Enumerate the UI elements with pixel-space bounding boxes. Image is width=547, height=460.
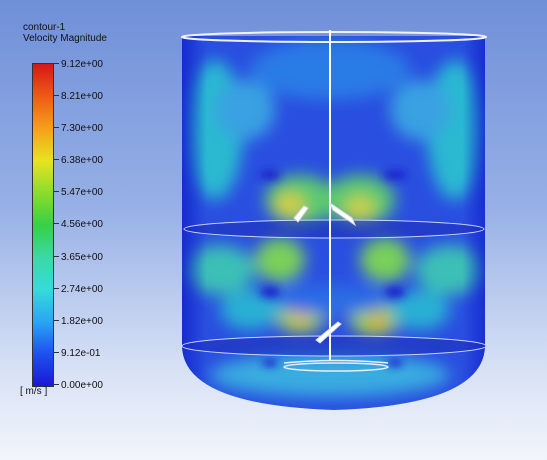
tank-top-rim bbox=[181, 31, 487, 43]
colormap-label: 6.38e+00 bbox=[61, 155, 103, 166]
colormap-tick bbox=[53, 223, 59, 224]
colormap-tick bbox=[53, 288, 59, 289]
colormap-label: 0.00e+00 bbox=[61, 380, 103, 391]
colormap-tick bbox=[53, 159, 59, 160]
upper-impeller-blades bbox=[293, 201, 357, 227]
colormap-label: 9.12e+00 bbox=[61, 59, 103, 70]
colormap-tick bbox=[53, 127, 59, 128]
colormap-tick bbox=[53, 63, 59, 64]
unit-label: [ m/s ] bbox=[20, 386, 48, 397]
colormap-label: 5.47e+00 bbox=[61, 187, 103, 198]
colormap-label: 3.65e+00 bbox=[61, 252, 103, 263]
colormap-label: 9.12e-01 bbox=[61, 348, 101, 359]
baffle-plane-upper bbox=[183, 219, 485, 239]
colormap-tick bbox=[53, 256, 59, 257]
colormap-tick bbox=[53, 95, 59, 96]
colormap-label: 4.56e+00 bbox=[61, 219, 103, 230]
lower-impeller-blades bbox=[315, 321, 342, 344]
baffle-plane-lower bbox=[181, 335, 487, 357]
colormap-tick bbox=[53, 320, 59, 321]
colormap-tick bbox=[53, 191, 59, 192]
colormap-label: 1.82e+00 bbox=[61, 316, 103, 327]
colormap-tick bbox=[53, 352, 59, 353]
sparger-ring bbox=[283, 359, 389, 372]
colormap-bar bbox=[32, 63, 54, 387]
colormap-label: 7.30e+00 bbox=[61, 123, 103, 134]
colormap-label: 8.21e+00 bbox=[61, 91, 103, 102]
legend-title: contour-1 Velocity Magnitude bbox=[23, 22, 107, 44]
variable-name: Velocity Magnitude bbox=[23, 33, 107, 44]
contour-name: contour-1 bbox=[23, 22, 66, 33]
colormap-label: 2.74e+00 bbox=[61, 284, 103, 295]
colormap-tick bbox=[53, 384, 59, 385]
